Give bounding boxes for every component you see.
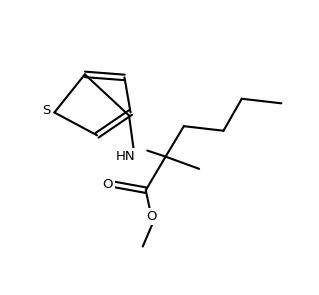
Text: O: O xyxy=(102,178,113,191)
Text: S: S xyxy=(42,104,50,117)
Text: HN: HN xyxy=(116,150,136,163)
Text: O: O xyxy=(147,210,157,223)
